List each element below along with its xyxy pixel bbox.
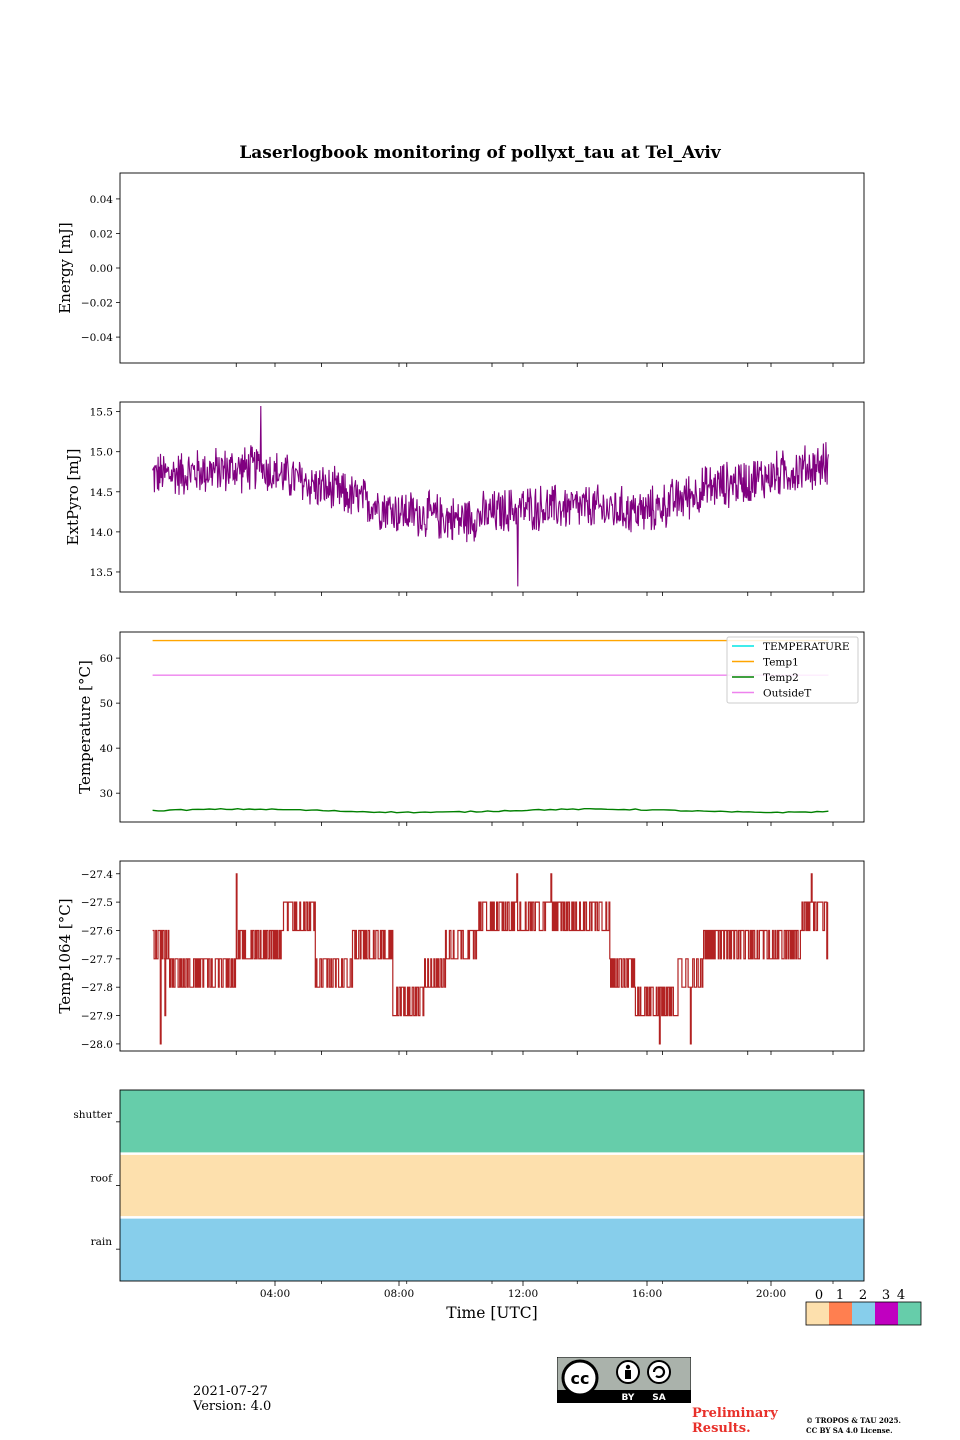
sa-share-icon <box>647 1360 671 1384</box>
y-tick-label: −27.4 <box>81 869 113 881</box>
y-tick-label: −0.04 <box>81 332 113 344</box>
row-label-roof: roof <box>90 1173 113 1185</box>
y-tick-label: 14.5 <box>90 487 113 499</box>
colorbar-tick-label: 0 <box>815 1288 823 1303</box>
legend: TEMPERATURE Temp1 Temp2 OutsideT <box>726 636 859 704</box>
y-tick-label: −27.5 <box>81 897 113 909</box>
x-tick-label: 08:00 <box>384 1288 414 1300</box>
panel-extpyro: 15.5 15.0 14.5 14.0 13.5 ExtPyro [mJ] <box>64 401 865 596</box>
x-tick-label: 16:00 <box>632 1288 662 1300</box>
y-tick-label: 0.02 <box>90 228 113 240</box>
y-tick-label: −0.02 <box>81 298 113 310</box>
preliminary-note: Preliminary Results. <box>692 1406 778 1436</box>
copyright-line-1: © TROPOS & TAU 2025. <box>806 1416 901 1425</box>
colorbar-cell <box>852 1302 875 1325</box>
by-label: BY <box>622 1393 635 1403</box>
status-band-shutter <box>120 1090 864 1153</box>
panel-energy: 0.04 0.02 0.00 −0.02 −0.04 Energy [mJ] <box>56 172 865 367</box>
figure-date: 2021-07-27 <box>193 1384 268 1399</box>
preliminary-line-1: Preliminary <box>692 1406 778 1421</box>
colorbar-cell <box>829 1302 852 1325</box>
colorbar-tick-label: 1 <box>836 1288 844 1303</box>
cc-logo-text: cc <box>571 1369 590 1388</box>
y-tick-label: 60 <box>100 653 113 665</box>
y-tick-label: −28.0 <box>81 1039 113 1051</box>
sa-label: SA <box>652 1393 665 1403</box>
y-tick-label: 0.04 <box>90 194 114 206</box>
y-axis-label: Temperature [°C] <box>76 660 94 794</box>
y-tick-label: 14.0 <box>90 527 113 539</box>
legend-entry: OutsideT <box>763 688 811 700</box>
colorbar-tick-label: 2 <box>859 1288 867 1303</box>
cc-by-sa-badge: cc BY SA <box>557 1357 691 1403</box>
y-tick-label: −27.8 <box>81 982 113 994</box>
y-tick-label: −27.6 <box>81 925 113 937</box>
y-tick-label: 30 <box>100 788 113 800</box>
y-tick-label: −27.7 <box>81 954 113 966</box>
figure-title: Laserlogbook monitoring of pollyxt_tau a… <box>239 143 721 163</box>
copyright-line-2: CC BY SA 4.0 License. <box>806 1426 893 1435</box>
preliminary-line-2: Results. <box>692 1421 751 1436</box>
x-axis-label: Time [UTC] <box>446 1304 537 1322</box>
colorbar-cell <box>898 1302 921 1325</box>
y-tick-label: 0.00 <box>90 263 113 275</box>
legend-entry: TEMPERATURE <box>763 641 850 653</box>
y-tick-label: 13.5 <box>90 567 113 579</box>
row-label-rain: rain <box>91 1236 113 1248</box>
y-tick-label: 40 <box>100 743 113 755</box>
colorbar-tick-label: 3 <box>882 1288 890 1303</box>
x-tick-label: 12:00 <box>508 1288 538 1300</box>
colorbar-cell <box>806 1302 829 1325</box>
y-axis-label: Temp1064 [°C] <box>56 898 74 1013</box>
status-band-roof <box>120 1154 864 1217</box>
y-tick-label: 15.5 <box>90 407 113 419</box>
series-line-extpyro <box>152 405 829 587</box>
y-axis-label: Energy [mJ] <box>56 222 74 313</box>
x-tick-label: 04:00 <box>260 1288 290 1300</box>
copyright-note: © TROPOS & TAU 2025. CC BY SA 4.0 Licens… <box>806 1416 901 1436</box>
series-line-temp1064 <box>152 873 829 1045</box>
series-line-temp2 <box>152 807 829 814</box>
plot-frame <box>119 172 865 364</box>
y-axis-label: ExtPyro [mJ] <box>64 449 82 546</box>
panel-temp1064: −27.4 −27.5 −27.6 −27.7 −27.8 −27.9 −28.0 Temp1… <box>56 860 865 1055</box>
x-tick-label: 20:00 <box>756 1288 786 1300</box>
y-tick-label: 15.0 <box>90 447 113 459</box>
panel-status: shutter roof rain 04:00 08:00 12:00 16:00 20:00… <box>73 1089 922 1326</box>
row-label-shutter: shutter <box>73 1109 113 1121</box>
cc-logo-icon <box>561 1359 599 1397</box>
colorbar-cell <box>875 1302 898 1325</box>
panel-temperature: 60 50 40 30 Temperature [°C] TEMPERATURE Temp1… <box>76 631 865 826</box>
y-tick-label: −27.9 <box>81 1011 113 1023</box>
y-tick-label: 50 <box>100 698 113 710</box>
legend-entry: Temp1 <box>763 657 799 669</box>
status-band-rain <box>120 1218 864 1281</box>
figure-version: Version: 4.0 <box>193 1399 272 1414</box>
legend-box <box>726 636 859 704</box>
colorbar-tick-label: 4 <box>897 1288 905 1303</box>
legend-entry: Temp2 <box>763 672 799 684</box>
colorbar-frame <box>805 1301 922 1326</box>
